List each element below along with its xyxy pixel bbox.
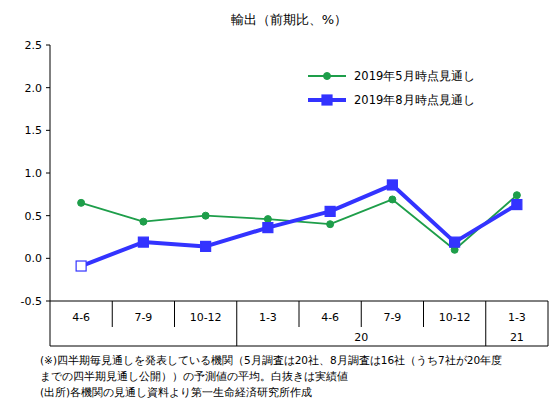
point [78, 199, 85, 206]
note: (出所)各機関の見通し資料より第一生命経済研究所作成 [40, 386, 312, 398]
y-tick [46, 45, 50, 46]
year-label: 20 [354, 331, 368, 344]
x-tick-label: 4-6 [321, 311, 339, 324]
point [327, 221, 334, 228]
point [512, 200, 522, 210]
point [76, 261, 86, 271]
point [138, 237, 148, 247]
category-separator [299, 301, 300, 327]
note: (※)四半期毎見通しを発表している機関（5月調査は20社、8月調査は16社（うち… [40, 354, 502, 367]
y-tick-label: -0.5 [21, 295, 42, 308]
y-tick [46, 87, 50, 88]
legend-box [306, 60, 526, 116]
y-tick-label: 1.5 [25, 124, 43, 137]
series-line [81, 185, 517, 266]
y-tick [46, 301, 50, 302]
point [325, 206, 335, 216]
x-tick-label: 7-9 [383, 311, 401, 324]
x-tick-label: 1-3 [259, 311, 277, 324]
category-separator [361, 301, 362, 327]
y-tick [46, 130, 50, 131]
point [201, 241, 211, 251]
point [202, 212, 209, 219]
series-line [81, 195, 517, 250]
point [389, 196, 396, 203]
chart: 輸出（前期比、%） -0.5 0.0 0.5 1.0 1.5 2.0 2.5 4-6 7-9 10-… [0, 0, 555, 411]
x-tick-label: 4-6 [72, 311, 90, 324]
note: までの四半期見通し公開））の予測値の平均。白抜きは実績値 [40, 370, 348, 382]
point [263, 223, 273, 233]
category-separator [50, 301, 51, 346]
category-separator [112, 301, 113, 327]
legend-label: 2019年5月時点見通し [354, 69, 475, 83]
category-separator [423, 301, 424, 327]
y-tick [46, 173, 50, 174]
category-separator [548, 301, 549, 346]
y-tick-label: 0.5 [25, 210, 43, 223]
point [264, 216, 271, 223]
legend: 2019年5月時点見通し 2019年8月時点見通し [306, 60, 526, 116]
x-tick-label: 10-12 [190, 311, 222, 324]
category-separator [485, 301, 486, 346]
category-separator [174, 301, 175, 327]
y-tick-label: 1.0 [25, 167, 43, 180]
point [387, 180, 397, 190]
plot-area [76, 180, 522, 271]
year-label: 21 [510, 331, 524, 344]
legend-label: 2019年8月時点見通し [354, 93, 475, 107]
y-tick-label: 0.0 [25, 252, 43, 265]
x-tick-label: 10-12 [439, 311, 471, 324]
y-tick-label: 2.5 [25, 39, 43, 52]
y-tick [46, 258, 50, 259]
point [140, 218, 147, 225]
y-tick [46, 215, 50, 216]
x-tick-label: 1-3 [508, 311, 526, 324]
point [450, 237, 460, 247]
y-tick-label: 2.0 [25, 82, 43, 95]
category-separator [236, 301, 237, 346]
legend-marker [322, 95, 332, 105]
plot-edge [548, 45, 549, 301]
table-bottom [50, 346, 548, 347]
legend-marker [324, 73, 331, 80]
title: 輸出（前期比、%） [231, 12, 347, 27]
x-tick-label: 7-9 [134, 311, 152, 324]
point [513, 192, 520, 199]
